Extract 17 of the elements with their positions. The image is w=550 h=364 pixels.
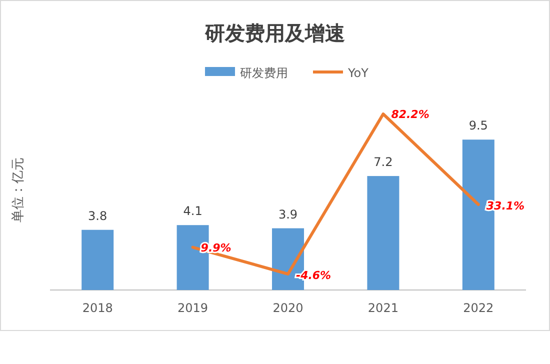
data-label: 7.2 [374,155,393,170]
data-label: 4.1 [183,204,202,218]
data-label: 82.2% [391,108,430,121]
chart-title: 研发费用及增速 [204,21,345,45]
x-tick-label: 2020 [272,301,304,315]
x-tick-label: 2018 [82,301,113,315]
legend-label: YoY [347,66,370,80]
legend-label: 研发费用 [240,66,288,80]
x-tick-label: 2021 [368,301,398,315]
data-label: 9.5 [468,118,488,133]
bar [82,230,114,290]
data-label: 3.9 [278,207,298,222]
data-label: 3.8 [88,208,108,223]
y-axis-title: 单位：亿元 [11,158,26,222]
x-tick-label: 2022 [463,301,494,315]
x-tick-label: 2019 [178,301,208,315]
bar [367,176,400,290]
